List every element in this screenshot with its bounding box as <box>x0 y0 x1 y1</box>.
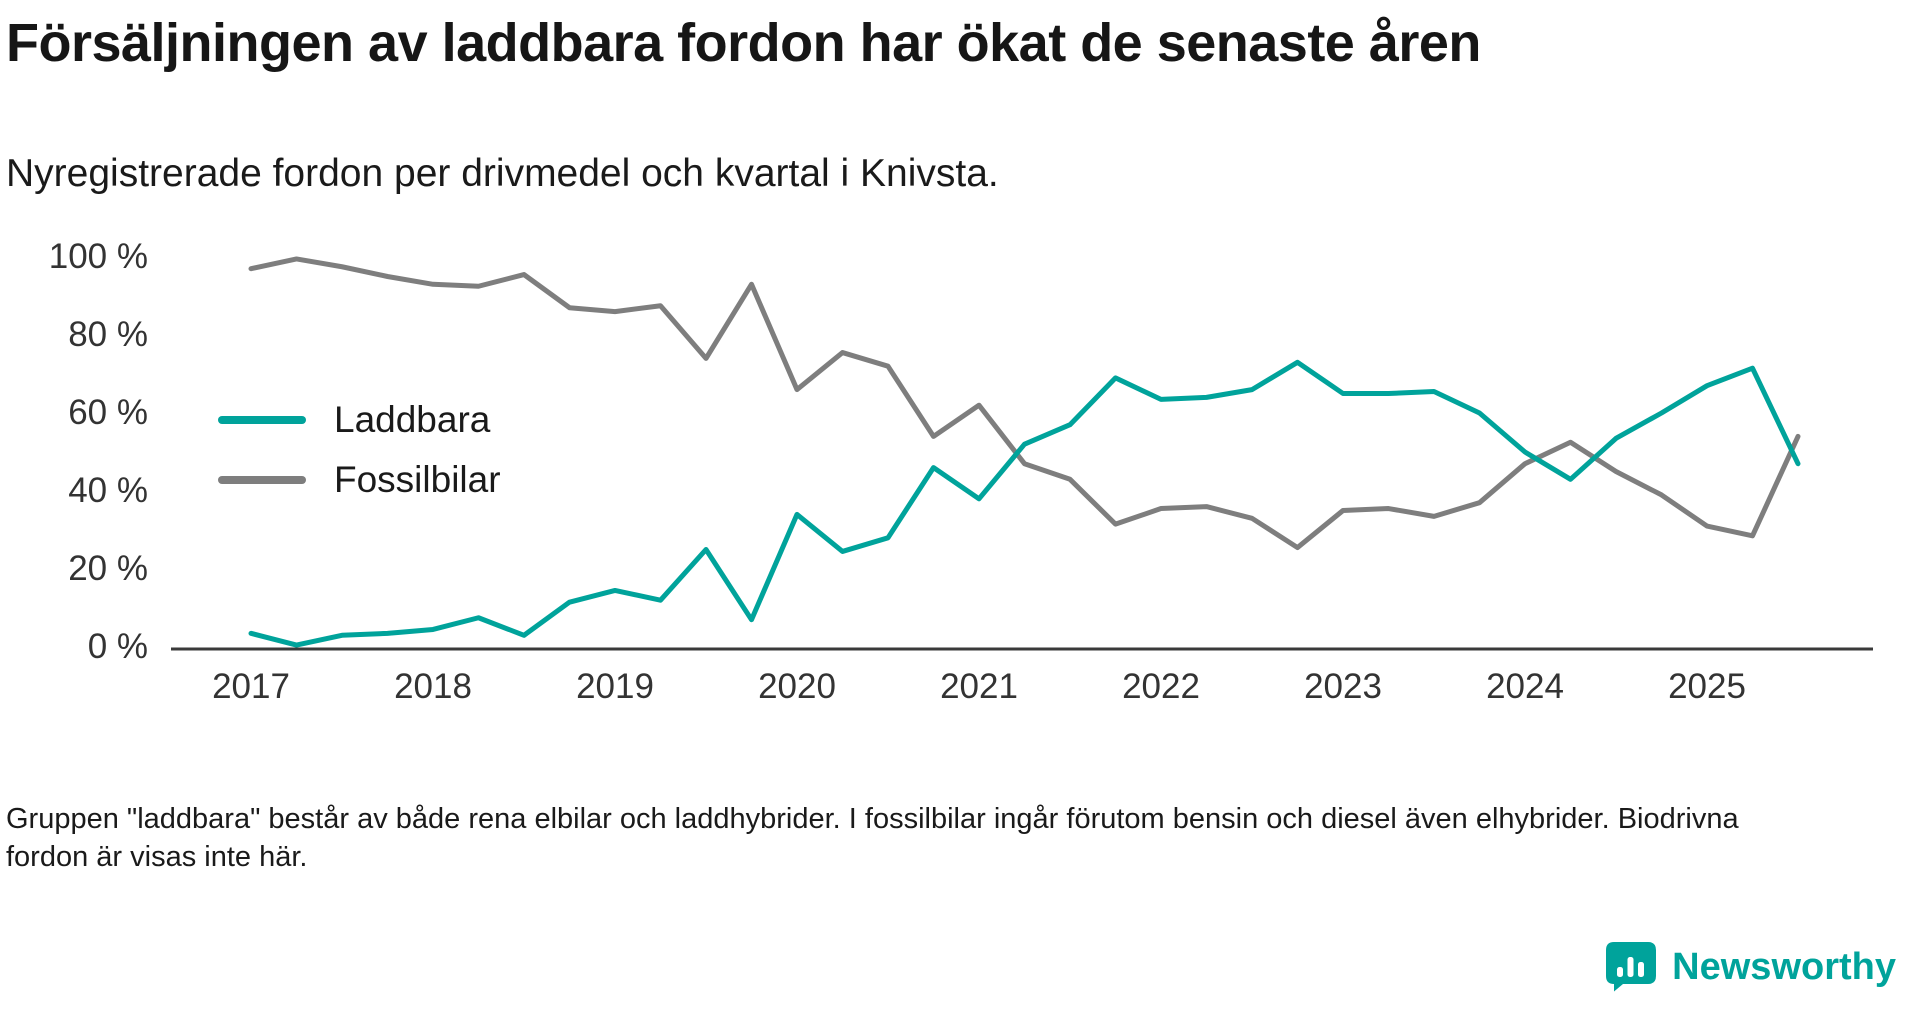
legend-label-fossilbilar: Fossilbilar <box>334 459 501 500</box>
y-axis-tick-label: 80 % <box>68 315 148 354</box>
y-axis-tick-label: 60 % <box>68 393 148 432</box>
x-axis-tick-label: 2024 <box>1486 667 1564 706</box>
newsworthy-brand-text: Newsworthy <box>1672 945 1896 988</box>
x-axis-tick-label: 2019 <box>576 667 654 706</box>
newsworthy-logo: Newsworthy <box>1604 940 1896 994</box>
x-axis-tick-label: 2020 <box>758 667 836 706</box>
x-axis-tick-label: 2025 <box>1668 667 1746 706</box>
series-line-laddbara <box>248 359 1801 648</box>
y-axis-tick-label: 40 % <box>68 471 148 510</box>
y-axis-tick-label: 100 % <box>48 237 148 276</box>
x-axis-tick-label: 2018 <box>394 667 472 706</box>
legend-item-laddbara: Laddbara <box>218 398 501 442</box>
x-axis-tick-label: 2022 <box>1122 667 1200 706</box>
page-title: Försäljningen av laddbara fordon har öka… <box>6 13 1481 73</box>
legend-item-fossilbilar: Fossilbilar <box>218 458 501 502</box>
series-line-fossilbilar <box>248 256 1801 551</box>
chart-subtitle: Nyregistrerade fordon per drivmedel och … <box>6 152 999 195</box>
x-axis-tick-label: 2017 <box>212 667 290 706</box>
y-axis-tick-label: 20 % <box>68 549 148 588</box>
footer-note: Gruppen "laddbara" består av både rena e… <box>6 803 1739 874</box>
legend-swatch-fossilbilar <box>218 476 306 484</box>
y-axis-tick-label: 0 % <box>87 627 148 666</box>
legend-swatch-laddbara <box>218 416 306 424</box>
x-axis-tick-label: 2023 <box>1304 667 1382 706</box>
x-axis-tick-label: 2021 <box>940 667 1018 706</box>
bar-chart-icon <box>1606 942 1657 992</box>
legend-label-laddbara: Laddbara <box>334 399 491 440</box>
chart-legend: Laddbara Fossilbilar <box>218 398 501 502</box>
